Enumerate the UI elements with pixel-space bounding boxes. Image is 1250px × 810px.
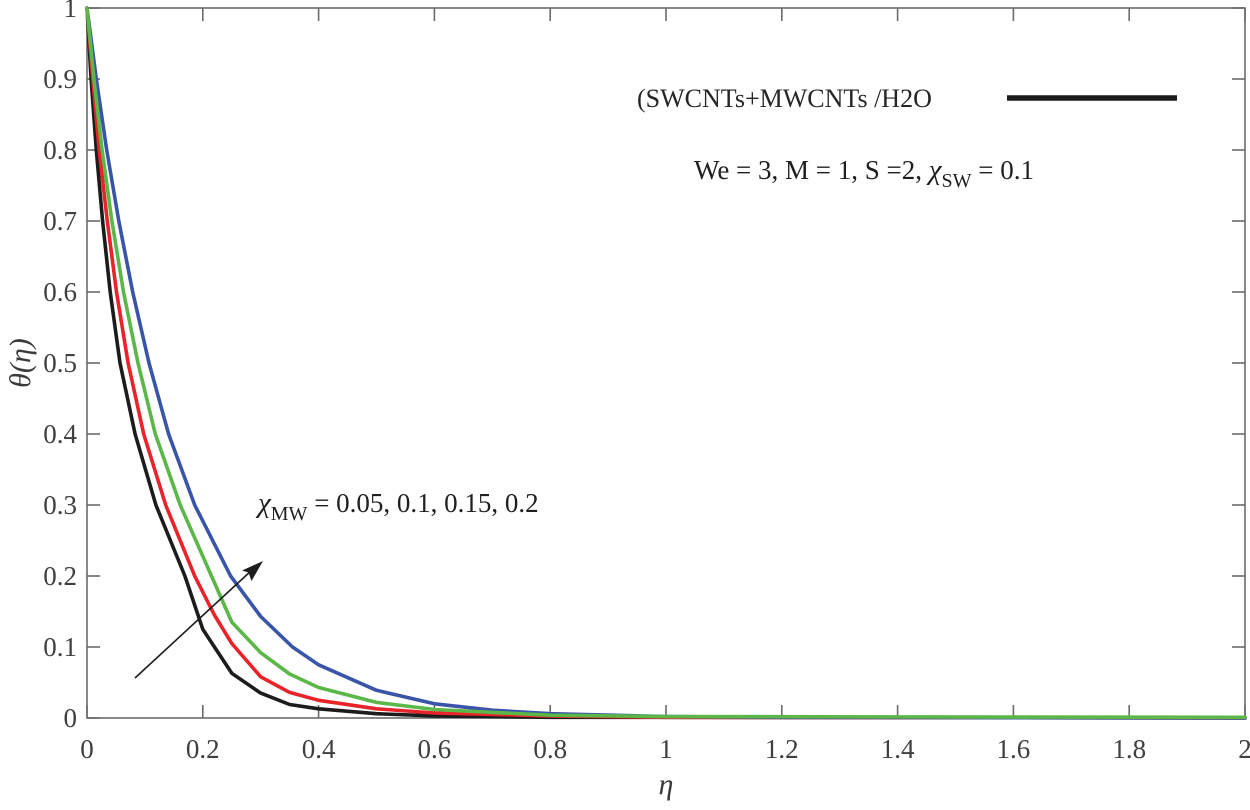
legend: (SWCNTs+MWCNTs /H2O [637, 84, 1177, 113]
y-tick-label: 0.5 [43, 348, 77, 378]
series-line-1 [85, 6, 1247, 720]
arrow-shaft [134, 569, 253, 679]
series-line-2 [85, 6, 1247, 720]
series-line-0 [85, 6, 1247, 720]
x-tick-label: 0.2 [186, 734, 220, 764]
y-tick-label: 0.4 [43, 419, 77, 449]
y-tick-label: 0.9 [43, 64, 77, 94]
increase-direction-arrow [134, 561, 263, 679]
y-axis-label: θ(η) [4, 338, 37, 388]
x-tick-label: 0.6 [418, 734, 452, 764]
chi-mw-annotation: χMW = 0.05, 0.1, 0.15, 0.2 [255, 487, 539, 525]
axis-tick-labels: 0 0.2 0.4 0.6 0.8 1 1.2 1.4 1.6 1.8 2 0 0.1 0.2 0.3 0.4… [43, 0, 1250, 764]
y-tick-label: 0.6 [43, 277, 77, 307]
x-tick-label: 0 [80, 734, 94, 764]
x-tick-label: 1 [659, 734, 673, 764]
series-line-3 [85, 6, 1247, 720]
y-tick-label: 0.7 [43, 206, 77, 236]
x-tick-label: 1.6 [997, 734, 1031, 764]
x-tick-label: 0.4 [302, 734, 336, 764]
parameters-annotation: We = 3, M = 1, S =2, χSW = 0.1 [694, 154, 1034, 192]
y-tick-label: 1 [64, 0, 78, 23]
x-tick-label: 1.4 [881, 734, 915, 764]
axis-ticks [86, 7, 1246, 719]
y-tick-label: 0.3 [43, 490, 77, 520]
x-tick-label: 2 [1238, 734, 1250, 764]
x-tick-label: 1.2 [765, 734, 799, 764]
x-tick-label: 0.8 [533, 734, 567, 764]
arrow-head [242, 561, 263, 581]
data-series-lines [85, 6, 1247, 720]
x-axis-label: η [659, 768, 674, 801]
legend-label: (SWCNTs+MWCNTs /H2O [637, 84, 932, 113]
y-tick-label: 0.2 [43, 561, 77, 591]
y-tick-label: 0 [64, 703, 78, 733]
y-tick-label: 0.1 [43, 632, 77, 662]
y-tick-label: 0.8 [43, 135, 77, 165]
plot-frame [86, 7, 1246, 719]
x-tick-label: 1.8 [1112, 734, 1146, 764]
